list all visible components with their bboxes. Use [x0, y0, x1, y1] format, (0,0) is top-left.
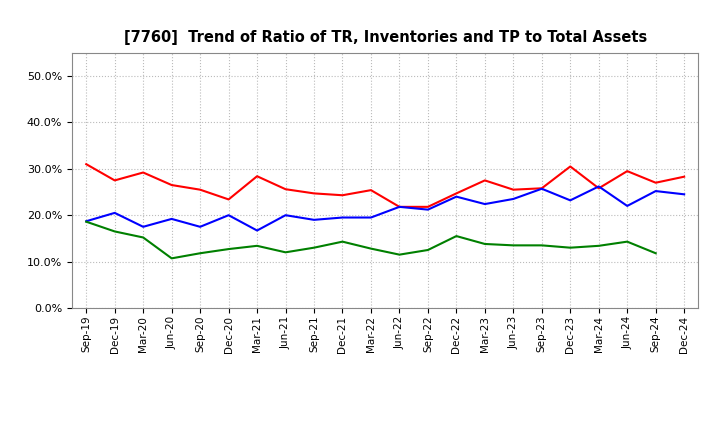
- Trade Receivables: [423, 204, 432, 209]
- Trade Payables: [452, 234, 461, 239]
- Trade Payables: [623, 239, 631, 244]
- Inventories: [480, 202, 489, 207]
- Inventories: [82, 219, 91, 224]
- Trade Receivables: [366, 187, 375, 193]
- Trade Receivables: [623, 169, 631, 174]
- Trade Payables: [480, 241, 489, 246]
- Inventories: [253, 228, 261, 233]
- Trade Payables: [509, 243, 518, 248]
- Trade Receivables: [566, 164, 575, 169]
- Trade Payables: [82, 219, 91, 224]
- Inventories: [566, 198, 575, 203]
- Trade Receivables: [480, 178, 489, 183]
- Inventories: [423, 207, 432, 212]
- Title: [7760]  Trend of Ratio of TR, Inventories and TP to Total Assets: [7760] Trend of Ratio of TR, Inventories…: [124, 29, 647, 45]
- Trade Receivables: [537, 186, 546, 191]
- Inventories: [509, 196, 518, 202]
- Trade Payables: [395, 252, 404, 257]
- Trade Payables: [595, 243, 603, 249]
- Trade Payables: [566, 245, 575, 250]
- Inventories: [338, 215, 347, 220]
- Line: Inventories: Inventories: [86, 187, 684, 231]
- Inventories: [139, 224, 148, 229]
- Trade Payables: [652, 251, 660, 256]
- Trade Receivables: [139, 170, 148, 175]
- Trade Receivables: [82, 161, 91, 167]
- Trade Payables: [423, 247, 432, 253]
- Trade Payables: [310, 245, 318, 250]
- Line: Trade Payables: Trade Payables: [86, 222, 656, 258]
- Trade Receivables: [680, 174, 688, 180]
- Trade Receivables: [595, 186, 603, 191]
- Trade Payables: [139, 235, 148, 240]
- Trade Payables: [366, 246, 375, 251]
- Inventories: [282, 213, 290, 218]
- Trade Receivables: [338, 193, 347, 198]
- Trade Payables: [282, 249, 290, 255]
- Trade Receivables: [652, 180, 660, 185]
- Inventories: [196, 224, 204, 229]
- Trade Receivables: [253, 174, 261, 179]
- Trade Payables: [225, 246, 233, 252]
- Trade Payables: [110, 229, 119, 234]
- Inventories: [680, 192, 688, 197]
- Trade Payables: [167, 256, 176, 261]
- Inventories: [366, 215, 375, 220]
- Inventories: [595, 184, 603, 189]
- Trade Payables: [196, 251, 204, 256]
- Line: Trade Receivables: Trade Receivables: [86, 164, 684, 207]
- Trade Receivables: [196, 187, 204, 192]
- Trade Receivables: [452, 191, 461, 196]
- Trade Receivables: [509, 187, 518, 192]
- Trade Receivables: [310, 191, 318, 196]
- Inventories: [167, 216, 176, 222]
- Trade Receivables: [167, 183, 176, 188]
- Inventories: [310, 217, 318, 223]
- Trade Receivables: [282, 187, 290, 192]
- Inventories: [537, 186, 546, 191]
- Trade Payables: [537, 243, 546, 248]
- Inventories: [452, 194, 461, 199]
- Trade Receivables: [225, 197, 233, 202]
- Inventories: [623, 203, 631, 209]
- Trade Payables: [338, 239, 347, 244]
- Inventories: [225, 213, 233, 218]
- Trade Payables: [253, 243, 261, 249]
- Trade Receivables: [110, 178, 119, 183]
- Trade Receivables: [395, 204, 404, 209]
- Inventories: [395, 204, 404, 209]
- Inventories: [652, 188, 660, 194]
- Inventories: [110, 210, 119, 216]
